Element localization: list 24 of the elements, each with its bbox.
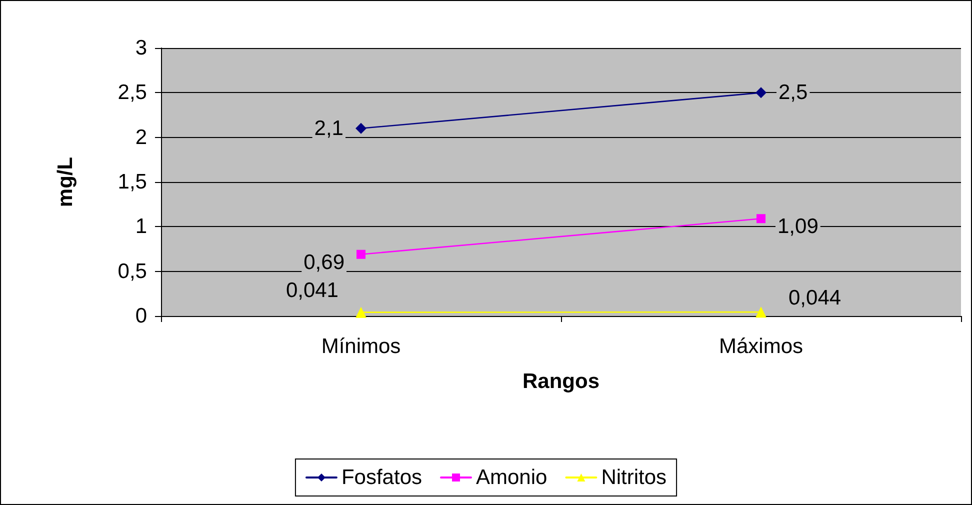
y-tick-label: 0,5 — [118, 260, 147, 283]
y-tick-label: 2 — [135, 126, 147, 149]
x-tick-label: Máximos — [718, 335, 804, 358]
data-label: 0,044 — [788, 286, 842, 310]
point — [356, 122, 366, 134]
data-label: 2,5 — [778, 81, 808, 104]
point — [356, 250, 366, 259]
x-axis-title: Rangos — [522, 370, 600, 393]
data-label: 1,09 — [778, 215, 818, 238]
legend-label: Fosfatos — [341, 466, 422, 489]
legend-label: Amonio — [476, 466, 548, 489]
y-tick-label: 2,5 — [118, 81, 147, 104]
data-label: 2,1 — [314, 116, 344, 140]
y-axis-title: mg/L — [54, 156, 77, 208]
y-tick-label: 1 — [135, 215, 147, 238]
point — [756, 214, 766, 224]
legend-label: Nitritos — [601, 466, 667, 489]
y-tick-label: 1,5 — [118, 170, 147, 194]
x-tick-label: Mínimos — [321, 335, 401, 358]
data-label: 0,69 — [304, 250, 344, 274]
data-label: 0,041 — [286, 278, 338, 302]
y-tick-label: 3 — [135, 36, 147, 60]
y-tick-label: 0 — [135, 304, 147, 328]
point — [756, 87, 766, 98]
